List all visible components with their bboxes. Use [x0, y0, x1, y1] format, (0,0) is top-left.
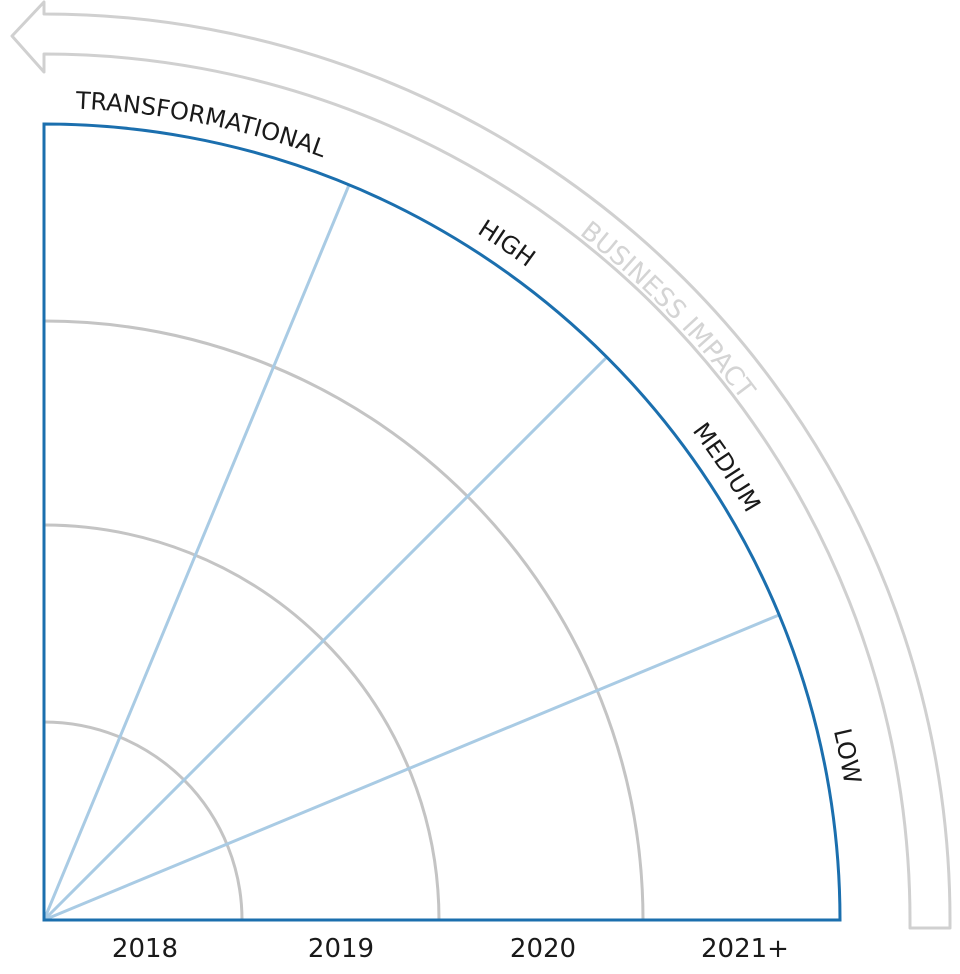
year-label: 2020 — [510, 934, 576, 964]
level-label: TRANSFORMATIONAL — [74, 87, 331, 164]
year-label: 2018 — [112, 934, 178, 964]
year-label: 2021+ — [701, 934, 789, 964]
year-label: 2019 — [308, 934, 374, 964]
level-label: LOW — [828, 726, 867, 786]
axis-label: BUSINESS IMPACT — [575, 216, 761, 405]
radial-lines — [42, 184, 780, 922]
frame — [42, 122, 842, 922]
level-label: HIGH — [473, 214, 540, 272]
impact-arrow — [10, 0, 952, 930]
